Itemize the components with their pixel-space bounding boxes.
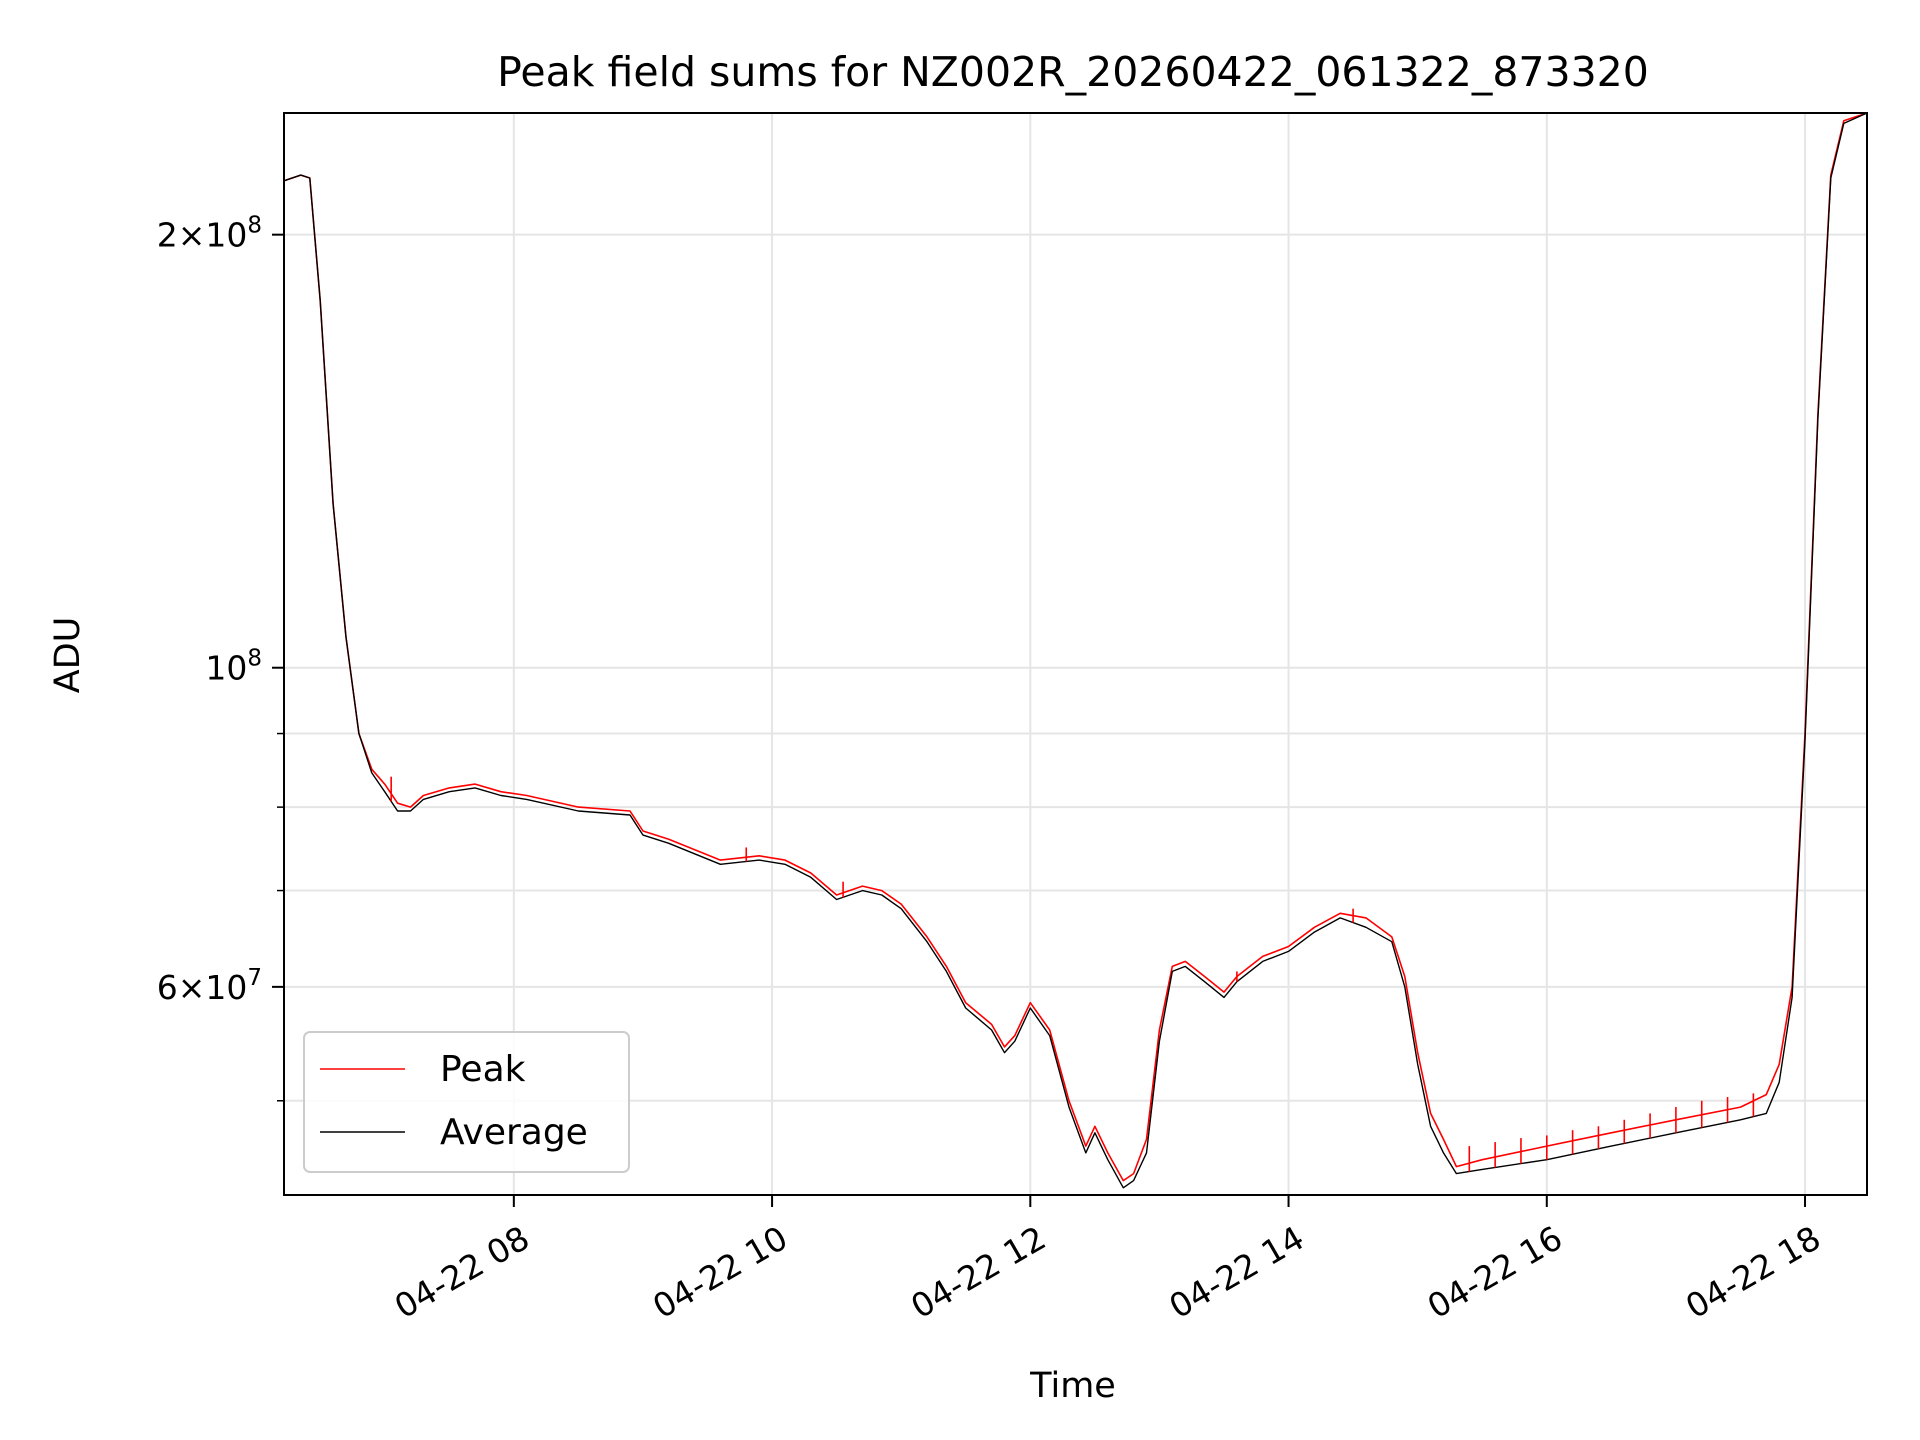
y-axis-label: ADU — [48, 617, 88, 694]
x-tick-label: 04-22 12 — [904, 1218, 1052, 1326]
legend-box — [303, 1031, 630, 1173]
y-tick-label: 2×108 — [157, 213, 262, 255]
x-tick-label: 04-22 08 — [388, 1218, 536, 1326]
x-axis-label: Time — [1029, 1366, 1116, 1406]
y-tick-label: 108 — [205, 646, 262, 688]
plot-frame — [283, 112, 1868, 1196]
grid — [284, 113, 1867, 1195]
legend-label-average: Average — [440, 1112, 588, 1153]
series-line-peak — [283, 112, 1868, 1182]
x-tick-label: 04-22 10 — [646, 1218, 794, 1326]
x-tick-label: 04-22 14 — [1163, 1218, 1311, 1326]
plot-lines — [283, 112, 1868, 1189]
legend-label-peak: Peak — [440, 1049, 526, 1090]
y-axis: 2×108 108 6×107 — [157, 213, 284, 1102]
x-tick-label: 04-22 16 — [1421, 1218, 1569, 1326]
x-axis: 04-22 08 04-22 10 04-22 12 04-22 14 04-22 16… — [388, 1195, 1827, 1326]
chart-title: Peak field sums for NZ002R_20260422_0613… — [497, 48, 1649, 96]
x-tick-label: 04-22 18 — [1679, 1218, 1827, 1326]
series-line-average — [283, 112, 1868, 1189]
legend: Peak Average — [303, 1031, 630, 1173]
y-tick-label: 6×107 — [157, 965, 262, 1007]
